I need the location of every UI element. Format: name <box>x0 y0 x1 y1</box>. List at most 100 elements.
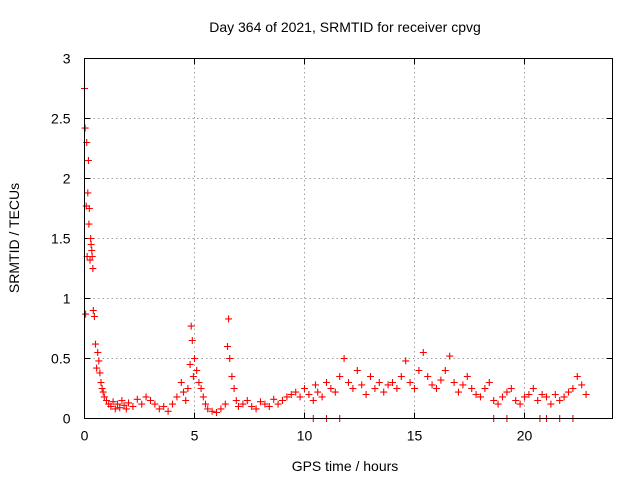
data-point <box>411 385 418 392</box>
data-point <box>96 369 104 377</box>
data-point <box>169 400 176 408</box>
data-point <box>86 256 94 264</box>
data-point <box>93 364 101 372</box>
data-point <box>248 403 256 410</box>
data-point <box>367 373 374 380</box>
data-point <box>512 397 520 404</box>
data-point <box>371 385 379 392</box>
y-tick-label: 1 <box>63 291 71 307</box>
y-tick-label: 1.5 <box>51 231 71 247</box>
data-point <box>560 393 568 401</box>
data-point <box>142 393 150 401</box>
data-point <box>353 367 361 374</box>
data-point <box>279 397 286 404</box>
data-point <box>318 393 326 401</box>
data-point <box>507 385 515 392</box>
data-point <box>455 388 462 396</box>
data-point <box>100 393 108 401</box>
x-tick-label: 15 <box>407 428 423 444</box>
data-point <box>82 310 90 318</box>
data-point <box>187 322 195 330</box>
x-tick-label: 20 <box>517 428 533 444</box>
y-tick-label: 0.5 <box>51 351 71 367</box>
data-point <box>419 349 427 356</box>
data-point <box>138 400 146 408</box>
data-point <box>529 385 537 392</box>
data-point <box>331 388 339 396</box>
data-point <box>109 398 117 406</box>
data-point <box>287 391 295 398</box>
data-point <box>193 367 201 374</box>
data-point <box>547 400 555 408</box>
data-point <box>97 379 105 386</box>
data-point <box>336 373 344 380</box>
data-point <box>89 307 97 314</box>
data-point <box>84 157 92 164</box>
data-point <box>477 393 484 401</box>
data-point <box>349 385 357 392</box>
data-point <box>88 253 96 260</box>
data-point <box>441 367 449 374</box>
data-point <box>380 388 388 396</box>
data-point <box>446 352 454 360</box>
data-point <box>384 381 392 389</box>
data-point <box>184 385 192 392</box>
data-point <box>195 379 203 386</box>
data-point <box>202 400 209 408</box>
data-point <box>107 403 115 410</box>
data-point <box>188 337 196 344</box>
data-point <box>191 355 198 362</box>
x-tick-label: 0 <box>81 428 89 444</box>
data-point <box>221 400 229 408</box>
data-point <box>450 379 458 386</box>
data-point <box>199 393 207 401</box>
data-point <box>160 403 168 410</box>
y-axis-label: SRMTID / TECUs <box>6 183 22 293</box>
data-point <box>125 399 132 407</box>
data-point <box>155 405 163 413</box>
data-point <box>116 404 124 412</box>
x-tick-label: 5 <box>191 428 199 444</box>
data-point <box>261 400 269 408</box>
data-point <box>516 400 524 408</box>
data-point <box>283 393 291 401</box>
data-point <box>173 393 181 401</box>
data-point <box>296 393 304 401</box>
data-point <box>415 367 423 374</box>
data-marks <box>81 85 590 422</box>
data-point <box>98 385 106 392</box>
data-point <box>463 373 471 380</box>
data-point <box>327 385 335 392</box>
data-point <box>87 241 95 248</box>
data-point <box>490 397 498 404</box>
data-point <box>243 397 251 404</box>
data-point <box>147 397 154 404</box>
data-point <box>92 340 99 348</box>
data-point <box>292 388 300 396</box>
data-point <box>232 397 240 404</box>
data-point <box>521 393 528 401</box>
data-point <box>230 385 238 392</box>
data-point <box>151 400 159 408</box>
data-point <box>406 379 414 386</box>
data-point <box>433 385 440 392</box>
data-point <box>274 400 282 408</box>
data-point <box>569 385 577 392</box>
data-point <box>340 355 348 362</box>
y-tick-label: 0 <box>63 411 71 427</box>
data-point <box>164 407 172 415</box>
data-point <box>459 381 467 389</box>
data-point <box>252 405 260 413</box>
data-point <box>573 373 581 380</box>
data-point <box>85 205 93 212</box>
data-point <box>428 381 436 389</box>
y-tick-label: 2 <box>63 171 71 187</box>
data-point <box>186 361 194 368</box>
data-point <box>118 397 126 404</box>
chart-title: Day 364 of 2021, SRMTID for receiver cpv… <box>209 19 481 35</box>
data-point <box>111 405 119 413</box>
grid-lines <box>84 58 613 419</box>
data-point <box>129 403 137 410</box>
